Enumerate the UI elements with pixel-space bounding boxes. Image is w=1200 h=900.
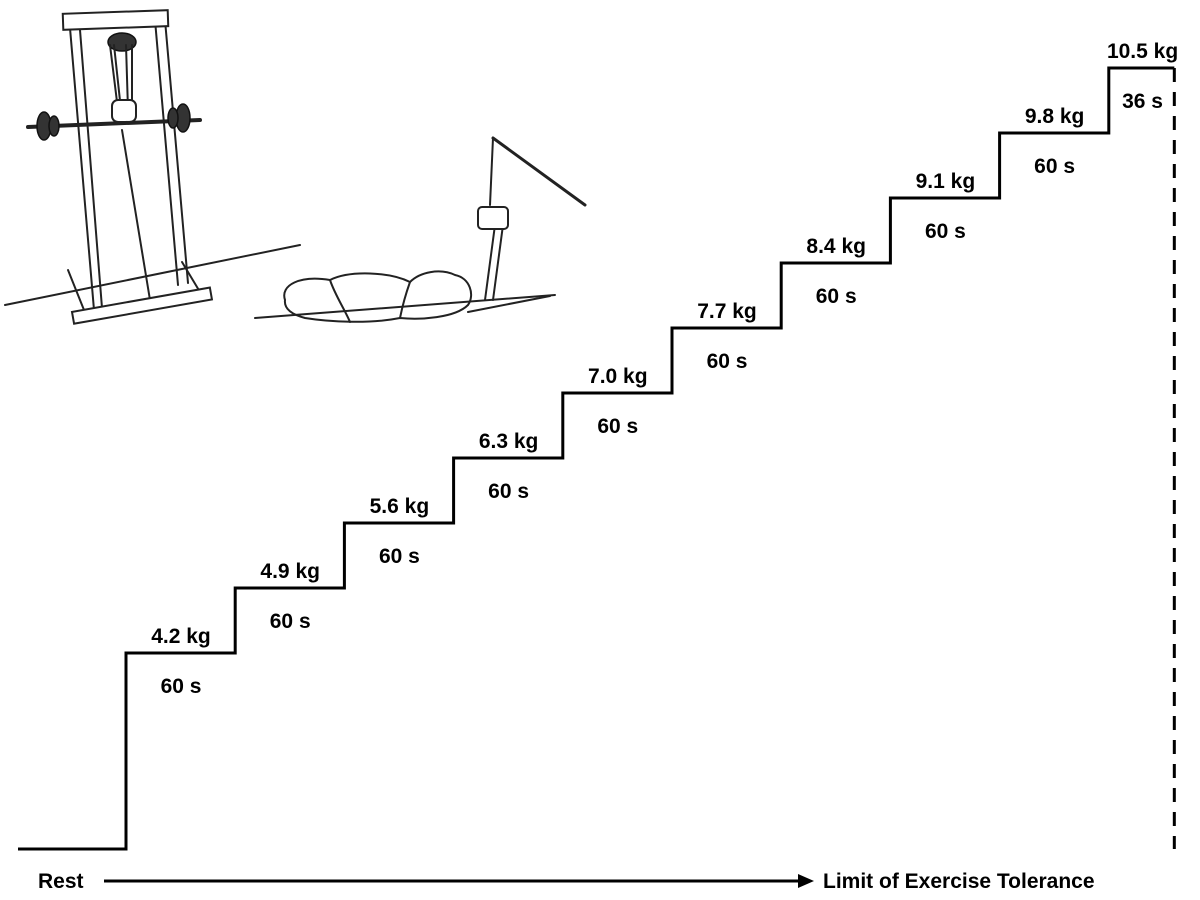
step-load-label: 10.5 kg [1107,40,1178,63]
time-axis: Rest Limit of Exercise Tolerance [38,870,1095,893]
step-load-label: 9.8 kg [1025,105,1085,128]
step-duration-label: 36 s [1122,90,1163,113]
step-duration-label: 60 s [816,285,857,308]
step-load-label: 6.3 kg [479,430,539,453]
tolerance-limit-label: Limit of Exercise Tolerance [823,870,1095,893]
step-load-label: 4.9 kg [260,560,320,583]
step-duration-label: 60 s [925,220,966,243]
step-duration-label: 60 s [270,610,311,633]
step-load-label: 5.6 kg [370,495,430,518]
step-load-label: 7.7 kg [697,300,757,323]
step-duration-label: 60 s [1034,155,1075,178]
staircase-line [18,66,1175,851]
step-duration-label: 60 s [707,350,748,373]
step-load-label: 7.0 kg [588,365,648,388]
step-duration-label: 60 s [379,545,420,568]
step-duration-label: 60 s [161,675,202,698]
apparatus-illustration [4,9,587,325]
rest-label: Rest [38,870,84,893]
step-labels: 4.2 kg 60 s 4.9 kg 60 s 5.6 kg 60 s 6.3 kg 60 s… [151,40,1178,698]
step-duration-label: 60 s [488,480,529,503]
step-load-label: 9.1 kg [916,170,976,193]
step-duration-label: 60 s [597,415,638,438]
time-arrow-head [798,874,814,888]
load-staircase [18,66,1176,851]
step-load-label: 8.4 kg [806,235,866,258]
step-load-label: 4.2 kg [151,625,211,648]
